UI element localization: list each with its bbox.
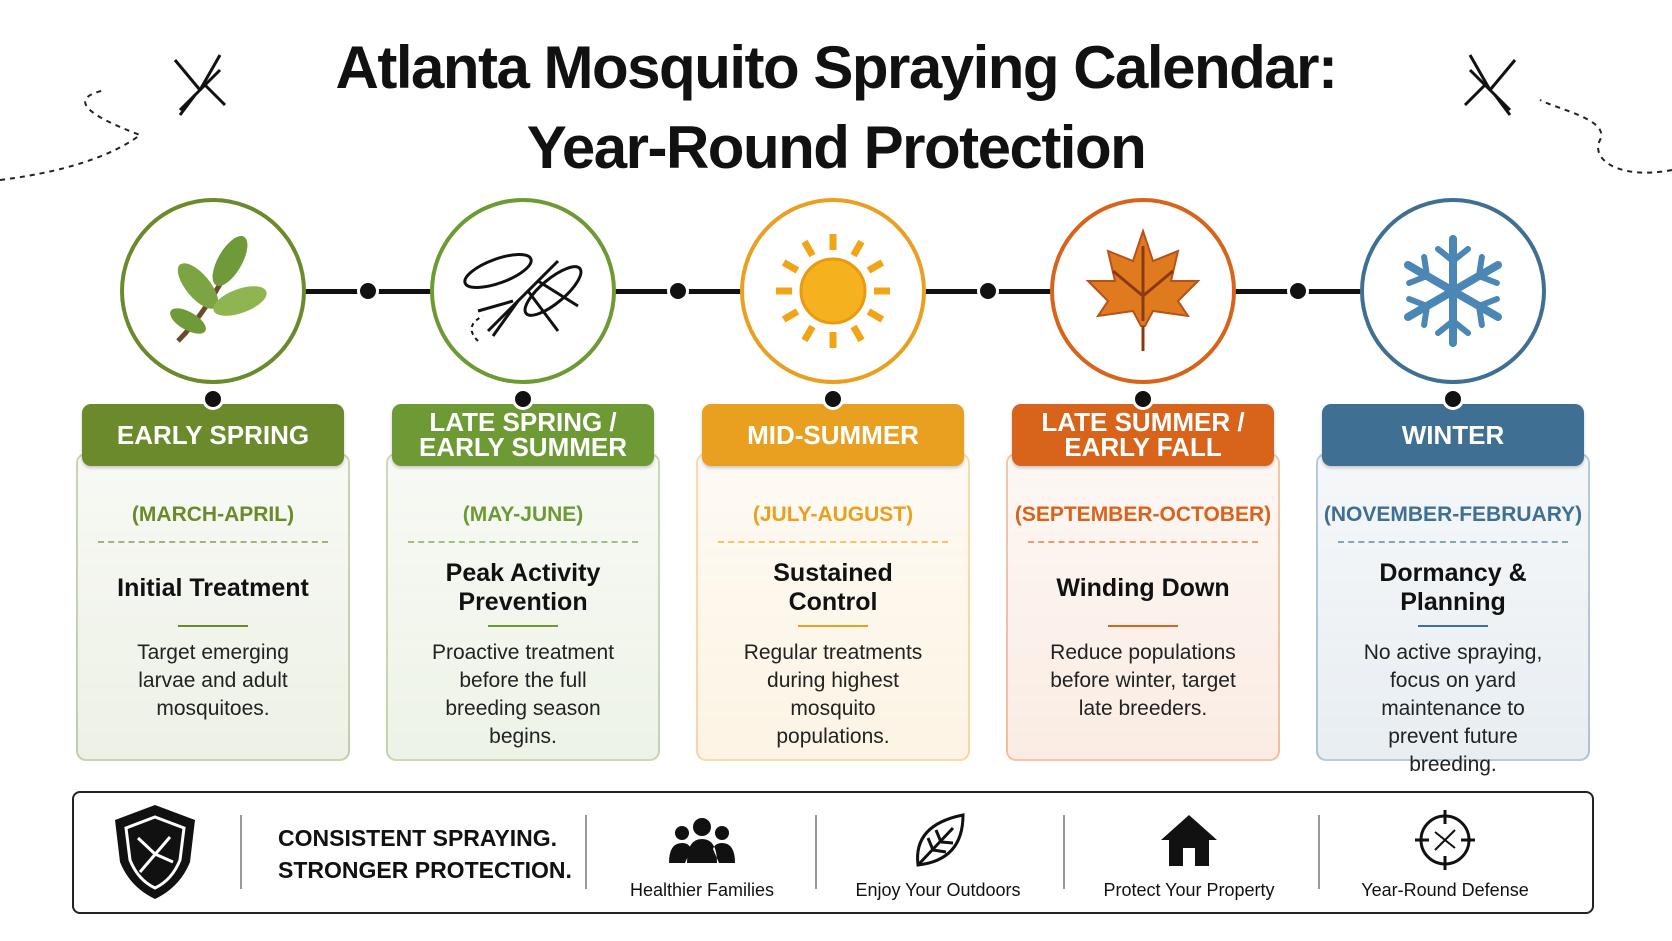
decoration: [0, 54, 1672, 181]
season-description: Proactive treatment before the full bree…: [431, 641, 615, 748]
season-icon: [1085, 227, 1201, 351]
benefit-icon: [903, 808, 973, 872]
season-label: EARLY SUMMER: [418, 432, 628, 462]
divider: [1418, 625, 1488, 627]
tagline-line: CONSISTENT SPRAYING.: [278, 825, 558, 851]
season-description: Regular treatments during highest mosqui…: [743, 641, 923, 748]
season-months: (MARCH-APRIL): [131, 503, 295, 526]
separator: [1063, 815, 1065, 889]
benefit-svg: [669, 818, 735, 863]
title-line: Atlanta Mosquito Spraying Calendar:: [335, 34, 1338, 101]
season-months: (JULY-AUGUST): [752, 503, 914, 526]
benefit-icon: [667, 808, 737, 872]
season-card: (MAY-JUNE) Peak Activity Prevention Proact…: [386, 453, 660, 761]
season-description: No active spraying, focus on yard mainte…: [1363, 641, 1543, 776]
season-label: LATE SPRING /: [429, 407, 617, 437]
benefit-label: Year-Round Defense: [1361, 880, 1529, 900]
season-circle: [430, 198, 616, 384]
season-label: WINTER: [1401, 419, 1505, 450]
divider: [718, 541, 948, 543]
season-card: (MARCH-APRIL) Initial Treatment Target eme…: [76, 453, 350, 761]
separator: [585, 815, 587, 889]
timeline-dot: [1287, 280, 1309, 302]
season-header: LATE SUMMER / EARLY FALL: [1012, 404, 1274, 466]
benefit-svg: [1161, 815, 1217, 866]
season-header: MID-SUMMER: [702, 404, 964, 466]
season-description: Target emerging larvae and adult mosquit…: [137, 641, 289, 720]
benefit-label: Enjoy Your Outdoors: [855, 880, 1021, 900]
season-heading: Dormancy & Planning: [1379, 559, 1527, 616]
footer: [72, 791, 1594, 914]
season-heading: Peak Activity Prevention: [445, 559, 601, 616]
divider: [178, 625, 248, 627]
title-line: Year-Round Protection: [526, 114, 1147, 181]
season-label: EARLY SPRING: [116, 419, 310, 450]
benefit-icon: [1154, 808, 1224, 872]
season-description: Reduce populations before winter, target…: [1050, 641, 1236, 720]
season-label: MID-SUMMER: [747, 419, 919, 450]
benefit-svg: [1415, 810, 1475, 870]
season-icon: [170, 236, 267, 343]
divider: [408, 541, 638, 543]
timeline-dot: [977, 280, 999, 302]
season-card: (JULY-AUGUST) Sustained Control Regular tr…: [696, 453, 970, 761]
divider: [488, 625, 558, 627]
shield-icon: [115, 805, 195, 899]
tagline: CONSISTENT SPRAYING. STRONGER PROTECTION.: [278, 822, 572, 886]
season-card: (SEPTEMBER-OCTOBER) Winding Down Reduce po…: [1006, 453, 1280, 761]
connector-dot: [512, 388, 534, 410]
timeline-dot: [357, 280, 379, 302]
season-header: WINTER: [1322, 404, 1584, 466]
connector-dot: [1132, 388, 1154, 410]
season-header: EARLY SPRING: [82, 404, 344, 466]
season-icon: [463, 253, 583, 342]
season-months: (SEPTEMBER-OCTOBER): [1014, 503, 1272, 526]
season-heading: Initial Treatment: [117, 573, 309, 602]
benefit-label: Healthier Families: [629, 880, 775, 900]
season-header: LATE SPRING / EARLY SUMMER: [392, 404, 654, 466]
divider: [798, 625, 868, 627]
season-icon: [1403, 235, 1503, 347]
connector-dot: [822, 388, 844, 410]
season-card: (NOVEMBER-FEBRUARY) Dormancy & Planning No…: [1316, 453, 1590, 776]
tagline-line: STRONGER PROTECTION.: [278, 857, 572, 883]
benefit-svg: [916, 813, 965, 867]
divider: [98, 541, 328, 543]
season-months: (NOVEMBER-FEBRUARY): [1323, 503, 1583, 526]
connector-dot: [202, 388, 224, 410]
season-icon: [776, 234, 890, 348]
season-label: EARLY FALL: [1064, 432, 1222, 462]
season-circle: [120, 198, 306, 384]
divider: [1028, 541, 1258, 543]
season-circle: [1360, 198, 1546, 384]
benefit-label: Protect Your Property: [1103, 880, 1275, 900]
divider: [1108, 625, 1178, 627]
season-months: (MAY-JUNE): [462, 503, 584, 526]
season-heading: Sustained Control: [773, 559, 893, 616]
separator: [1318, 815, 1320, 889]
connector-dot: [1442, 388, 1464, 410]
separator: [240, 815, 242, 889]
benefit-icon: [1410, 808, 1480, 872]
timeline-dot: [667, 280, 689, 302]
season-heading: Winding Down: [1056, 573, 1230, 602]
season-label: LATE SUMMER /: [1041, 407, 1245, 437]
season-circle: [1050, 198, 1236, 384]
season-circle: [740, 198, 926, 384]
separator: [815, 815, 817, 889]
divider: [1338, 541, 1568, 543]
